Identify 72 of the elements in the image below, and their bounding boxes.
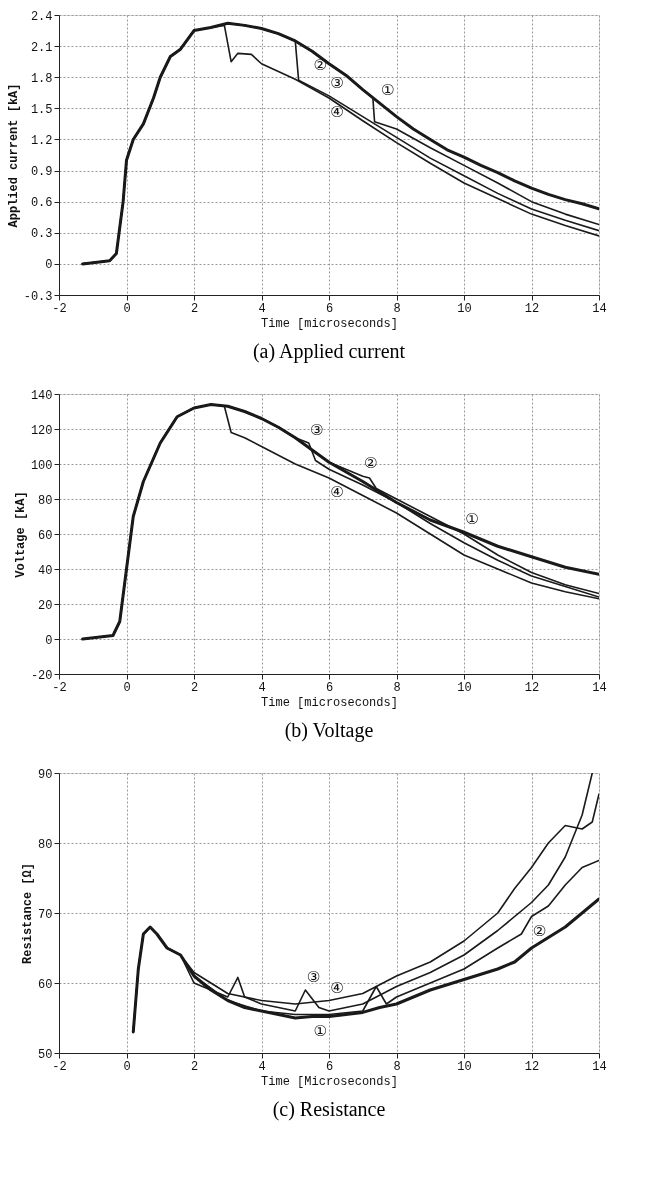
y-tick-label: 40 [38, 563, 53, 578]
y-tick-label: -0.3 [23, 289, 53, 304]
y-axis-title: Applied current [kA] [6, 83, 21, 228]
y-tick-label: 70 [38, 907, 53, 922]
x-tick-label: 2 [190, 680, 199, 695]
y-tick-label: 2.1 [30, 40, 53, 55]
series-label: ② [364, 454, 378, 473]
y-axis-title: Resistance [Ω] [21, 863, 36, 964]
y-tick-label: 0 [45, 258, 53, 273]
x-tick-label: -2 [52, 1059, 67, 1074]
series-label: ① [313, 1021, 327, 1040]
x-tick-label: 2 [190, 301, 199, 316]
series-label: ④ [330, 483, 344, 501]
series-label: ③ [310, 421, 324, 439]
x-tick-label: -2 [52, 301, 67, 316]
y-tick-label: 90 [38, 767, 53, 782]
x-tick-label: 6 [325, 1059, 334, 1074]
x-tick-label: 4 [258, 1059, 266, 1074]
x-tick-label: 6 [325, 680, 334, 695]
x-axis-title: Time [microseconds] [261, 316, 398, 331]
x-tick-label: 8 [393, 680, 401, 695]
x-tick-label: 0 [123, 680, 131, 695]
x-axis-title: Time [Microseconds] [261, 1074, 398, 1089]
x-tick-label: 6 [325, 301, 334, 316]
y-tick-label: 140 [30, 388, 53, 403]
y-tick-label: 0 [45, 633, 53, 648]
x-tick-label: 14 [592, 680, 607, 695]
x-tick-label: 12 [524, 1059, 540, 1074]
series-label: ② [532, 921, 547, 940]
y-tick-label: 50 [38, 1047, 53, 1062]
y-tick-label: 80 [38, 493, 53, 508]
x-tick-label: 4 [258, 301, 266, 316]
series-label: ① [380, 81, 395, 100]
text: (b) Voltage [284, 719, 374, 742]
x-tick-label: 8 [393, 301, 401, 316]
y-tick-label: 0.6 [30, 196, 53, 211]
y-tick-label: 60 [38, 528, 53, 543]
x-tick-label: -2 [52, 680, 67, 695]
y-tick-label: 0.3 [30, 227, 53, 242]
y-tick-label: 60 [38, 977, 53, 992]
x-axis-title: Time [microseconds] [261, 695, 398, 710]
x-tick-label: 2 [190, 1059, 199, 1074]
x-tick-label: 0 [123, 1059, 131, 1074]
y-axis-title: Voltage [kA] [13, 491, 28, 578]
y-tick-label: 100 [30, 458, 53, 473]
series-label: ④ [330, 102, 344, 121]
series-label: ③ [330, 73, 344, 92]
series-label: ④ [330, 978, 344, 997]
text: (a) Applied current [252, 340, 406, 363]
y-tick-label: 0.9 [30, 165, 53, 180]
x-tick-label: 10 [457, 1059, 472, 1074]
y-tick-label: 80 [38, 837, 53, 852]
y-tick-label: -20 [30, 668, 53, 683]
x-tick-label: 10 [457, 301, 472, 316]
x-tick-label: 0 [123, 301, 131, 316]
y-tick-label: 120 [30, 423, 53, 438]
series-label: ② [313, 56, 327, 75]
y-tick-label: 1.5 [30, 102, 53, 117]
y-tick-label: 20 [38, 598, 53, 613]
x-tick-label: 10 [457, 680, 472, 695]
x-tick-label: 8 [393, 1059, 401, 1074]
x-tick-label: 12 [524, 301, 540, 316]
x-tick-label: 12 [524, 680, 540, 695]
y-tick-label: 2.4 [30, 9, 53, 24]
x-tick-label: 4 [258, 680, 266, 695]
y-tick-label: 1.8 [30, 71, 53, 86]
series-label: ① [465, 510, 479, 529]
text: (c) Resistance [272, 1098, 386, 1121]
series-label: ③ [306, 968, 321, 986]
x-tick-label: 14 [592, 301, 607, 316]
y-tick-label: 1.2 [30, 133, 53, 148]
x-tick-label: 14 [592, 1059, 607, 1074]
